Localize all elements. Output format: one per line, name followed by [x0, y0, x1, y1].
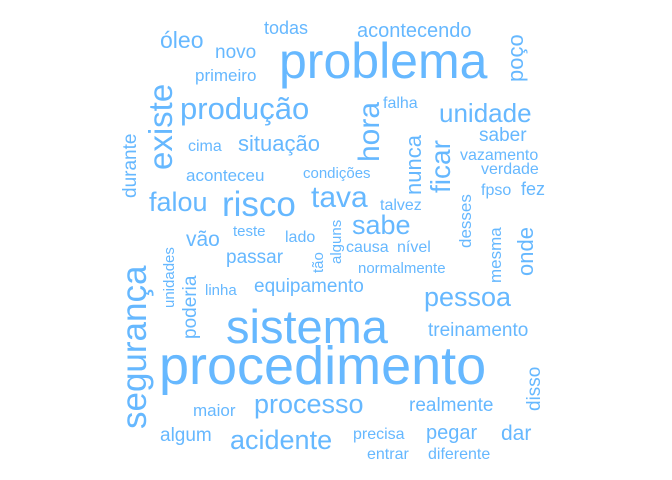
- word-hora: hora: [353, 101, 386, 162]
- word-precisa: precisa: [353, 426, 405, 443]
- word-condicoes: condições: [303, 165, 371, 182]
- word-vazamento: vazamento: [460, 147, 539, 164]
- word-onde: onde: [513, 227, 538, 276]
- word-alguns: alguns: [328, 219, 345, 264]
- word-unidade: unidade: [439, 98, 532, 128]
- word-nunca: nunca: [401, 135, 426, 195]
- word-ficar: ficar: [425, 140, 456, 193]
- word-producao: produção: [180, 91, 310, 126]
- word-realmente: realmente: [409, 395, 494, 416]
- word-nivel: nível: [397, 239, 431, 256]
- word-risco: risco: [222, 185, 296, 224]
- word-pegar: pegar: [426, 422, 478, 444]
- word-saber: saber: [479, 125, 527, 146]
- word-novo: novo: [215, 42, 257, 63]
- word-tava: tava: [311, 181, 368, 214]
- word-desses: desses: [456, 194, 475, 248]
- word-acidente: acidente: [230, 425, 333, 455]
- word-disso: disso: [524, 366, 545, 411]
- word-linha: linha: [205, 282, 237, 299]
- word-aconteceu: aconteceu: [186, 166, 265, 185]
- word-talvez: talvez: [380, 197, 422, 214]
- word-lado: lado: [285, 229, 316, 246]
- word-processo: processo: [254, 389, 364, 419]
- word-existe: existe: [142, 83, 179, 170]
- word-verdade: verdade: [481, 161, 539, 178]
- word-durante: durante: [120, 133, 141, 198]
- word-causa: causa: [346, 239, 389, 256]
- word-sabe: sabe: [352, 210, 411, 240]
- word-passar: passar: [226, 247, 284, 268]
- word-acontecendo: acontecendo: [357, 20, 472, 42]
- word-pessoa: pessoa: [424, 282, 512, 312]
- word-problema: problema: [279, 33, 488, 89]
- word-normalmente: normalmente: [358, 260, 446, 277]
- word-procedimento: procedimento: [159, 336, 487, 396]
- word-entrar: entrar: [367, 446, 409, 463]
- word-poco: poço: [503, 34, 528, 82]
- word-oleo: óleo: [160, 27, 204, 53]
- word-teste: teste: [233, 223, 266, 240]
- word-tao: tão: [310, 252, 327, 273]
- word-cima: cima: [188, 138, 222, 155]
- word-falou: falou: [149, 187, 208, 217]
- word-equipamento: equipamento: [254, 276, 364, 297]
- word-algum: algum: [160, 425, 212, 446]
- word-seguranca: segurança: [115, 265, 154, 429]
- word-primeiro: primeiro: [195, 66, 257, 85]
- word-fpso: fpso: [481, 182, 512, 199]
- word-diferente: diferente: [428, 446, 491, 463]
- word-mesma: mesma: [486, 227, 505, 283]
- word-dar: dar: [501, 422, 532, 445]
- word-poderia: poderia: [180, 275, 201, 339]
- word-sistema: sistema: [226, 300, 388, 353]
- word-falha: falha: [383, 95, 418, 112]
- word-fez: fez: [521, 179, 546, 199]
- word-treinamento: treinamento: [428, 320, 529, 341]
- word-vao: vão: [186, 228, 220, 251]
- word-situacao: situação: [238, 131, 320, 156]
- word-maior: maior: [193, 401, 236, 420]
- word-todas: todas: [264, 18, 309, 38]
- word-unidades: unidades: [161, 247, 178, 308]
